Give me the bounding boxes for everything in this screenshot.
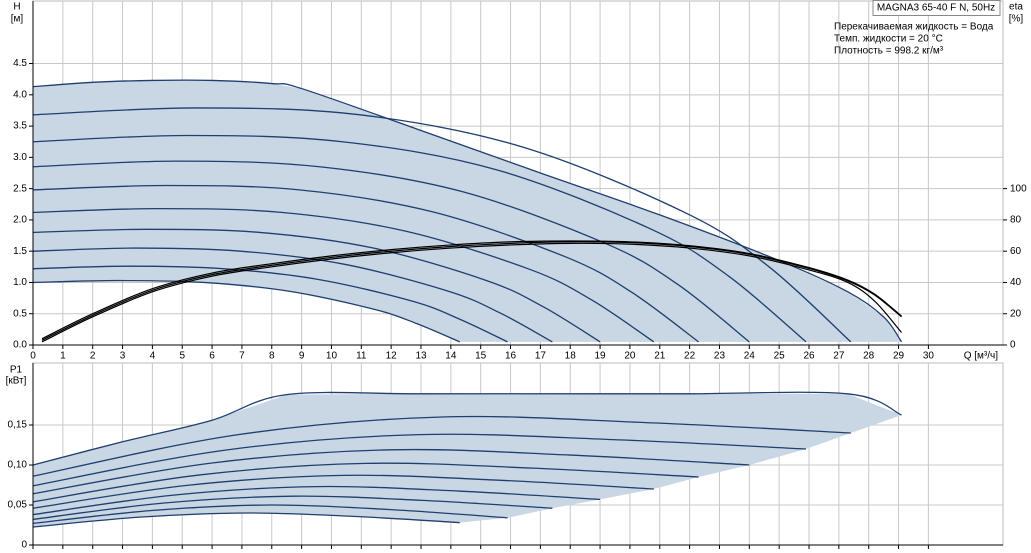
chart-title: MAGNA3 65-40 F N, 50Hz bbox=[877, 3, 995, 14]
x-tick-label: 6 bbox=[209, 351, 215, 362]
x-tick-label: 24 bbox=[744, 351, 756, 362]
x-tick-label: 5 bbox=[179, 351, 185, 362]
x-tick-label: 13 bbox=[415, 351, 427, 362]
annotation: Темп. жидкости = 20 °C bbox=[834, 34, 943, 45]
y-tick-label: 4.5 bbox=[13, 58, 27, 69]
x-tick-label: 0 bbox=[30, 351, 36, 362]
y-axis-label: H bbox=[13, 2, 20, 13]
y-tick-label: 0,15 bbox=[8, 420, 28, 431]
efficiency-curve bbox=[41, 242, 902, 343]
x-tick-label: 16 bbox=[505, 351, 517, 362]
x-tick-label: 10 bbox=[326, 351, 338, 362]
x-tick-label: 22 bbox=[684, 351, 696, 362]
x-tick-label: 11 bbox=[356, 351, 367, 362]
x-tick-label: 1 bbox=[60, 351, 66, 362]
y2-axis-unit: [%] bbox=[1009, 14, 1024, 25]
performance-curve bbox=[32, 485, 601, 516]
x-tick-label: 20 bbox=[624, 351, 636, 362]
x-tick-label: 19 bbox=[595, 351, 607, 362]
x-tick-label: 28 bbox=[863, 351, 875, 362]
y-axis-unit: [кВт] bbox=[6, 376, 27, 387]
performance-curve bbox=[32, 279, 461, 343]
y-tick-label: 1.0 bbox=[13, 277, 27, 288]
y-axis-label: P1 bbox=[10, 365, 23, 376]
operating-range-fill bbox=[33, 393, 902, 527]
x-tick-label: 27 bbox=[833, 351, 845, 362]
x-tick-label: 8 bbox=[269, 351, 275, 362]
y2-tick-label: 0 bbox=[1010, 340, 1016, 351]
y2-tick-label: 80 bbox=[1010, 215, 1022, 226]
x-axis-label: Q [м³/ч] bbox=[964, 351, 999, 362]
performance-curve bbox=[32, 495, 553, 521]
y-tick-label: 3.0 bbox=[13, 152, 27, 163]
y-tick-label: 0 bbox=[21, 540, 27, 551]
performance-curve bbox=[32, 448, 750, 495]
y-tick-label: 3.5 bbox=[13, 121, 27, 132]
y-tick-label: 2.0 bbox=[13, 215, 27, 226]
x-tick-label: 29 bbox=[893, 351, 905, 362]
y2-tick-label: 20 bbox=[1010, 308, 1022, 319]
performance-curve bbox=[32, 512, 460, 528]
performance-curve bbox=[32, 415, 851, 477]
y-tick-label: 4.0 bbox=[13, 89, 27, 100]
x-tick-label: 25 bbox=[774, 351, 786, 362]
x-tick-label: 7 bbox=[239, 351, 245, 362]
y2-tick-label: 40 bbox=[1010, 277, 1022, 288]
performance-curve bbox=[32, 391, 902, 466]
y-axis-unit: [м] bbox=[11, 14, 24, 25]
x-tick-label: 3 bbox=[120, 351, 126, 362]
y-tick-label: 2.5 bbox=[13, 183, 27, 194]
x-tick-label: 12 bbox=[386, 351, 398, 362]
performance-curve bbox=[32, 474, 654, 509]
performance-curve bbox=[32, 265, 508, 343]
performance-curve bbox=[32, 433, 807, 487]
y-tick-label: 0,10 bbox=[8, 460, 28, 471]
efficiency-curve bbox=[41, 241, 902, 341]
performance-curve bbox=[32, 207, 655, 343]
x-tick-label: 14 bbox=[445, 351, 457, 362]
y2-axis-label: eta bbox=[1009, 2, 1023, 13]
x-tick-label: 26 bbox=[803, 351, 815, 362]
x-tick-label: 15 bbox=[475, 351, 487, 362]
performance-curve bbox=[32, 462, 699, 503]
x-tick-label: 9 bbox=[299, 351, 305, 362]
efficiency-curve bbox=[41, 240, 902, 340]
y2-tick-label: 100 bbox=[1010, 183, 1027, 194]
x-tick-label: 21 bbox=[654, 351, 666, 362]
performance-curve bbox=[32, 134, 807, 343]
x-tick-label: 17 bbox=[535, 351, 547, 362]
performance-curve bbox=[32, 107, 852, 343]
x-tick-label: 30 bbox=[923, 351, 935, 362]
performance-curve bbox=[32, 228, 601, 343]
performance-curve bbox=[32, 184, 699, 343]
x-tick-label: 23 bbox=[714, 351, 726, 362]
annotation: Плотность = 998.2 кг/м³ bbox=[834, 46, 944, 57]
x-tick-label: 2 bbox=[90, 351, 96, 362]
y-tick-label: 0.0 bbox=[13, 340, 27, 351]
annotation: Перекачиваемая жидкость = Вода bbox=[834, 22, 994, 33]
performance-curve bbox=[32, 504, 508, 525]
performance-curve bbox=[32, 79, 903, 343]
y-tick-label: 1.5 bbox=[13, 246, 27, 257]
y-tick-label: 0.5 bbox=[13, 308, 27, 319]
performance-curve bbox=[32, 247, 553, 343]
title-box bbox=[872, 0, 1001, 16]
x-tick-label: 18 bbox=[565, 351, 577, 362]
performance-curve bbox=[32, 160, 750, 343]
x-tick-label: 4 bbox=[150, 351, 156, 362]
y2-tick-label: 60 bbox=[1010, 246, 1022, 257]
y-tick-label: 0,05 bbox=[8, 500, 28, 511]
operating-range-fill bbox=[33, 80, 902, 342]
